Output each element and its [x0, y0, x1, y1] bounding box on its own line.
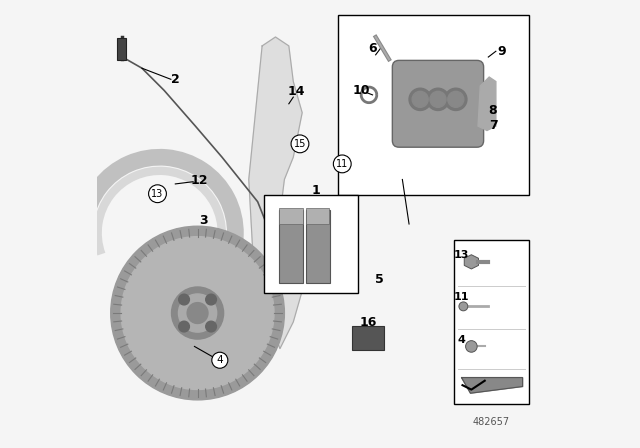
Text: 12: 12 — [190, 174, 207, 187]
FancyBboxPatch shape — [352, 326, 383, 350]
Text: 1: 1 — [311, 184, 320, 197]
Circle shape — [187, 303, 208, 323]
Circle shape — [465, 340, 477, 352]
Text: 10: 10 — [352, 84, 370, 97]
Circle shape — [448, 91, 464, 108]
FancyBboxPatch shape — [264, 195, 358, 293]
Text: 6: 6 — [368, 42, 377, 55]
FancyBboxPatch shape — [279, 210, 303, 283]
FancyBboxPatch shape — [392, 60, 484, 147]
Circle shape — [333, 155, 351, 173]
Text: 13: 13 — [152, 189, 164, 199]
Circle shape — [459, 302, 468, 311]
FancyBboxPatch shape — [338, 15, 529, 195]
Polygon shape — [249, 37, 302, 349]
Text: 11: 11 — [336, 159, 348, 169]
Circle shape — [445, 88, 467, 111]
Text: 482657: 482657 — [473, 417, 510, 426]
Circle shape — [111, 226, 284, 400]
Circle shape — [121, 237, 274, 389]
Circle shape — [291, 135, 309, 153]
Circle shape — [179, 294, 189, 305]
FancyBboxPatch shape — [454, 240, 529, 404]
Text: 14: 14 — [287, 85, 305, 98]
Text: 4: 4 — [216, 355, 223, 365]
Text: 2: 2 — [171, 73, 180, 86]
Circle shape — [412, 91, 428, 108]
FancyBboxPatch shape — [117, 39, 126, 60]
FancyBboxPatch shape — [280, 208, 303, 224]
Text: 9: 9 — [497, 45, 506, 58]
Text: 4: 4 — [458, 335, 465, 345]
Circle shape — [179, 321, 189, 332]
Text: 5: 5 — [375, 273, 383, 286]
Text: 15: 15 — [294, 139, 306, 149]
Polygon shape — [461, 378, 523, 393]
Circle shape — [212, 352, 228, 368]
Circle shape — [172, 287, 223, 339]
Circle shape — [179, 294, 217, 332]
FancyBboxPatch shape — [306, 210, 330, 283]
Circle shape — [205, 321, 216, 332]
FancyBboxPatch shape — [306, 208, 330, 224]
Circle shape — [409, 88, 431, 111]
Text: 3: 3 — [199, 214, 207, 227]
Text: 7: 7 — [489, 119, 498, 132]
Text: 16: 16 — [360, 316, 377, 329]
Polygon shape — [464, 255, 479, 269]
Text: 11: 11 — [454, 293, 469, 302]
Circle shape — [430, 91, 446, 108]
Circle shape — [148, 185, 166, 202]
Circle shape — [205, 294, 216, 305]
Circle shape — [427, 88, 449, 111]
Text: 13: 13 — [454, 250, 469, 260]
Polygon shape — [478, 77, 496, 130]
Text: 8: 8 — [488, 104, 497, 117]
